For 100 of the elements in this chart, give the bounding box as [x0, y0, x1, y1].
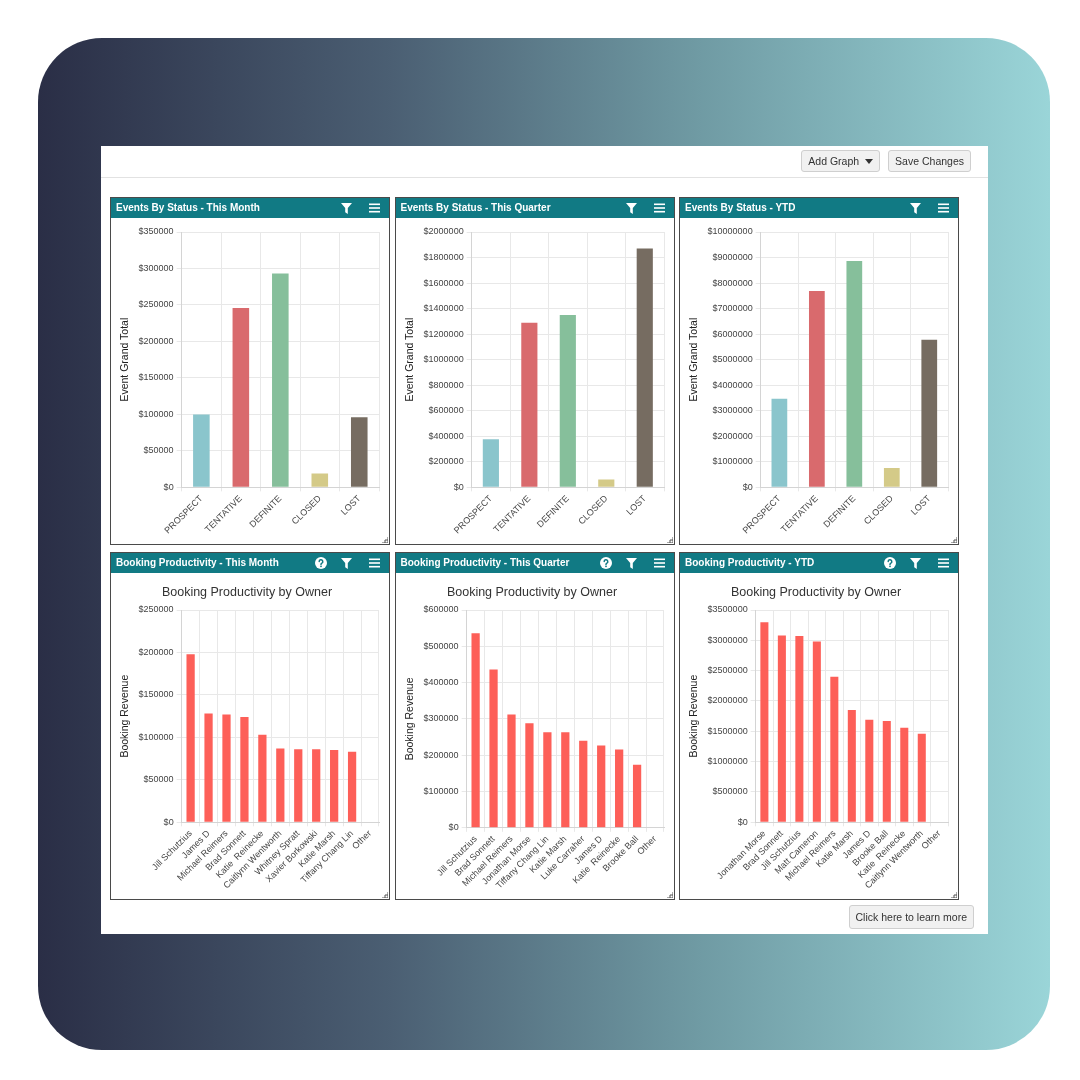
y-axis-title: Event Grand Total: [687, 317, 700, 402]
y-tick-label: $3500000: [707, 604, 748, 615]
y-tick-label: $50000: [143, 445, 174, 456]
bar: [596, 745, 605, 828]
bar: [578, 740, 587, 828]
bar: [846, 261, 863, 487]
y-tick-label: $1000000: [712, 456, 753, 467]
bar: [632, 764, 641, 828]
bar: [771, 398, 788, 487]
y-tick-label: $2000000: [712, 430, 753, 441]
y-tick-label: $2500000: [707, 665, 748, 676]
bar: [311, 473, 329, 487]
bar: [506, 714, 516, 828]
y-axis-title: Event Grand Total: [118, 317, 131, 402]
y-tick-label: $3000000: [707, 634, 748, 645]
bar: [760, 622, 769, 822]
bar: [330, 750, 339, 822]
bar: [808, 290, 825, 487]
y-tick-label: $150000: [138, 689, 174, 700]
y-tick-label: $2000000: [707, 695, 748, 706]
bar: [921, 339, 938, 487]
dropdown-button[interactable]: Add Graph: [801, 150, 881, 172]
y-tick-label: $600000: [423, 604, 459, 615]
y-tick-label: $10000000: [707, 226, 753, 237]
bar: [542, 732, 551, 828]
y-tick-label: $3000000: [712, 405, 753, 416]
bar: [883, 467, 900, 487]
bar: [559, 314, 576, 487]
y-tick-label: $500000: [712, 786, 748, 797]
y-tick-label: $1500000: [707, 725, 748, 736]
y-tick-label: $0: [163, 816, 174, 827]
chart-title: Events By Status - YTD: [685, 201, 796, 215]
y-axis-title: Booking Revenue: [118, 674, 131, 758]
chart-title: Booking Productivity - This Quarter: [400, 556, 570, 570]
chart-title: Events By Status - This Month: [116, 201, 260, 215]
y-tick-label: $100000: [423, 786, 459, 797]
bar: [312, 749, 321, 822]
y-tick-label: $4000000: [712, 379, 753, 390]
bar: [240, 717, 249, 822]
y-tick-label: $2000000: [423, 226, 464, 237]
y-tick-label: $300000: [423, 713, 459, 724]
y-tick-label: $1000000: [423, 354, 464, 365]
y-tick-label: $150000: [138, 372, 174, 383]
bar: [560, 732, 569, 828]
button[interactable]: Save Changes: [888, 150, 971, 172]
bar: [597, 479, 614, 487]
y-tick-label: $0: [742, 481, 753, 492]
y-tick-label: $400000: [423, 677, 459, 688]
y-tick-label: $50000: [143, 774, 174, 785]
y-axis-title: Booking Revenue: [687, 674, 700, 758]
bar: [232, 307, 250, 487]
y-axis-title: Booking Revenue: [402, 677, 415, 761]
bar: [636, 248, 653, 487]
bar: [258, 734, 267, 822]
bar: [900, 727, 909, 822]
bar: [830, 676, 839, 822]
bar: [917, 733, 926, 822]
y-tick-label: $1200000: [423, 328, 464, 339]
button[interactable]: Click here to learn more: [848, 905, 974, 929]
y-tick-label: $300000: [138, 262, 174, 273]
y-tick-label: $1400000: [423, 303, 464, 314]
bar: [795, 636, 804, 822]
chart-title: Booking Productivity - This Month: [116, 556, 279, 570]
y-tick-label: $6000000: [712, 328, 753, 339]
y-tick-label: $400000: [428, 430, 464, 441]
y-tick-label: $250000: [138, 299, 174, 310]
y-tick-label: $1600000: [423, 277, 464, 288]
y-axis-title: Event Grand Total: [402, 317, 415, 402]
y-tick-label: $7000000: [712, 303, 753, 314]
y-tick-label: $200000: [423, 749, 459, 760]
bar: [186, 654, 195, 822]
bar: [777, 635, 786, 822]
y-tick-label: $200000: [138, 335, 174, 346]
bar: [272, 273, 289, 487]
bar: [204, 713, 213, 822]
y-tick-label: $0: [737, 816, 748, 827]
bar: [488, 669, 498, 828]
y-tick-label: $600000: [428, 405, 464, 416]
bar: [882, 721, 891, 822]
chart-subtitle: Booking Productivity by Owner: [446, 584, 617, 599]
y-tick-label: $8000000: [712, 277, 753, 288]
bar: [294, 749, 303, 822]
bar: [470, 633, 480, 828]
y-tick-label: $0: [453, 481, 464, 492]
bar: [812, 641, 821, 822]
y-tick-label: $800000: [428, 379, 464, 390]
bar: [614, 749, 623, 828]
chart-title: Booking Productivity - YTD: [685, 556, 815, 570]
bar: [276, 748, 285, 822]
y-tick-label: $5000000: [712, 354, 753, 365]
chart-title: Events By Status - This Quarter: [400, 201, 551, 215]
y-tick-label: $1800000: [423, 252, 464, 263]
chart-subtitle: Booking Productivity by Owner: [730, 584, 902, 599]
y-tick-label: $9000000: [712, 252, 753, 263]
bar: [482, 439, 499, 487]
y-tick-label: $100000: [138, 408, 174, 419]
y-tick-label: $100000: [138, 731, 174, 742]
y-tick-label: $250000: [138, 604, 174, 615]
y-tick-label: $0: [163, 481, 174, 492]
bar: [193, 414, 210, 487]
